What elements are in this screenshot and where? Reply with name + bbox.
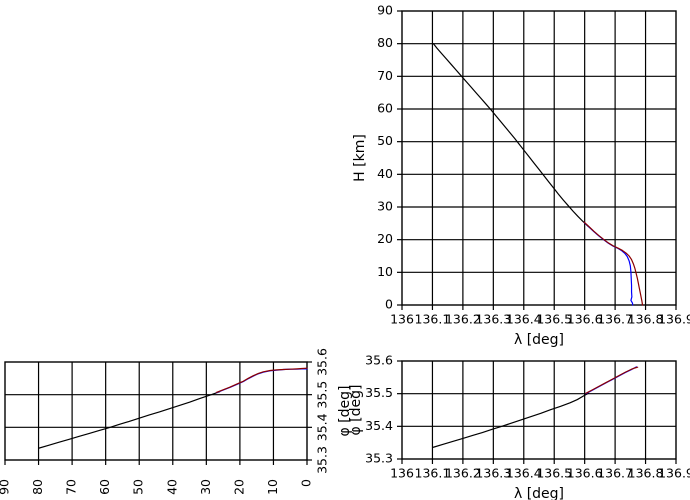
x-tick-label: 136.1 — [415, 466, 451, 481]
y-tick-label: 35.4 — [315, 413, 330, 441]
x-tick-label: 136.4 — [506, 312, 542, 327]
x-tick-label: 60 — [97, 479, 112, 495]
x-tick-label: 80 — [30, 479, 45, 495]
y-tick-label: 80 — [377, 35, 393, 50]
y-tick-label: 20 — [377, 231, 393, 246]
x-tick-label: 136.9 — [658, 466, 690, 481]
series-predicted-trajectory-darkred — [215, 367, 308, 393]
series-predicted-trajectory-blue — [583, 221, 634, 306]
x-tick-label: 70 — [64, 479, 79, 495]
y-tick-label: 35.6 — [365, 353, 393, 368]
x-tick-label: 136.5 — [536, 312, 572, 327]
x-axis-label: λ [deg] — [514, 486, 564, 500]
x-tick-label: 136.2 — [445, 312, 481, 327]
x-tick-label: 10 — [265, 479, 280, 495]
x-tick-label: 136 — [390, 466, 414, 481]
x-tick-label: 136.5 — [536, 466, 572, 481]
y-tick-label: 50 — [377, 133, 393, 148]
series-nominal-trajectory — [432, 43, 594, 231]
plot-frame — [4, 361, 308, 461]
panel-phi-vs-lambda: 136 136.1136.2136.3136.4136.5136.6136.713… — [348, 353, 690, 500]
x-tick-label: 136 — [390, 312, 414, 327]
series-nominal-trajectory — [432, 392, 589, 448]
y-tick-label: 60 — [377, 101, 393, 116]
x-tick-label: 30 — [198, 479, 213, 495]
plot-frame — [401, 10, 677, 306]
y-tick-label: 35.4 — [365, 418, 393, 433]
x-tick-label: 136.7 — [597, 312, 633, 327]
series-predicted-trajectory-darkred — [585, 366, 639, 394]
y-tick-label: 35.6 — [315, 348, 330, 376]
y-axis-label: φ [deg] — [348, 385, 364, 436]
y-tick-label: 70 — [377, 68, 393, 83]
x-tick-label: 136.6 — [567, 466, 603, 481]
y-tick-label: 35.5 — [365, 385, 393, 400]
x-tick-label: 136.6 — [567, 312, 603, 327]
x-tick-label: 136.3 — [475, 312, 511, 327]
x-tick-label: 136.7 — [597, 466, 633, 481]
x-tick-label: 20 — [231, 479, 246, 495]
x-tick-label: 40 — [164, 479, 179, 495]
x-tick-label: 50 — [131, 479, 146, 495]
x-tick-label: 136.8 — [628, 312, 664, 327]
panel-h-vs-lambda: 136 136.1136.2136.3136.4136.5136.6136.713… — [352, 3, 690, 349]
series-nominal-trajectory — [37, 391, 221, 449]
x-tick-label: 136.1 — [415, 312, 451, 327]
series-predicted-trajectory-darkred — [583, 221, 644, 306]
x-tick-label: 136.3 — [475, 466, 511, 481]
y-tick-label: 30 — [377, 199, 393, 214]
x-tick-label: 136.4 — [506, 466, 542, 481]
x-tick-label: 0 — [299, 479, 314, 487]
x-axis-label: λ [deg] — [514, 332, 564, 348]
y-tick-label: 40 — [377, 166, 393, 181]
y-tick-label: 35.3 — [315, 446, 330, 474]
x-tick-label: 136.9 — [658, 312, 690, 327]
x-tick-label: 136.2 — [445, 466, 481, 481]
y-tick-label: 10 — [377, 264, 393, 279]
plot-frame — [401, 360, 677, 460]
y-axis-label: H [km] — [352, 134, 368, 182]
x-tick-label: 90 — [0, 479, 12, 495]
y-tick-label: 90 — [377, 3, 393, 18]
y-tick-label: 35.5 — [315, 381, 330, 409]
y-tick-label: 0 — [385, 297, 393, 312]
y-axis-label: φ [deg] — [337, 386, 353, 437]
x-tick-label: 136.8 — [628, 466, 664, 481]
y-tick-label: 35.3 — [365, 451, 393, 466]
